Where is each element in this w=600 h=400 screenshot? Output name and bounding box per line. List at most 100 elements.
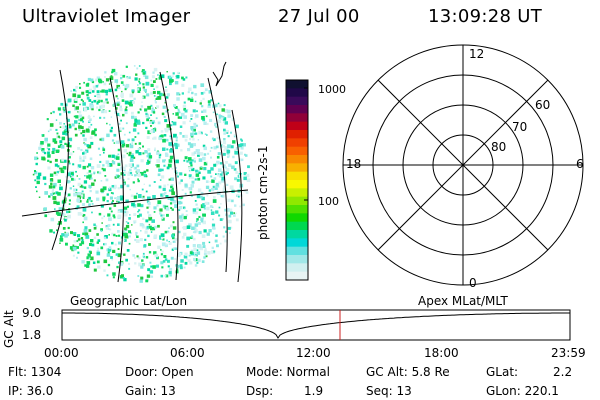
- emission-pixel: [115, 235, 118, 237]
- emission-pixel: [146, 274, 151, 278]
- emission-pixel: [187, 91, 190, 94]
- header-time: 13:09:28 UT: [428, 6, 543, 27]
- emission-pixel: [133, 220, 137, 223]
- emission-pixel: [124, 213, 128, 217]
- emission-pixel: [220, 179, 225, 183]
- emission-pixel: [176, 92, 180, 96]
- emission-pixel: [152, 265, 156, 269]
- emission-pixel: [125, 83, 130, 88]
- emission-pixel: [120, 77, 123, 80]
- emission-pixel: [68, 137, 73, 142]
- geographic-grid-line: [51, 69, 69, 251]
- emission-pixel: [164, 258, 168, 261]
- emission-pixel: [82, 134, 85, 137]
- emission-pixel: [121, 274, 124, 278]
- emission-pixel: [125, 224, 130, 229]
- emission-pixel: [134, 116, 137, 119]
- emission-pixel: [193, 125, 197, 129]
- emission-pixel: [50, 112, 52, 115]
- emission-pixel: [117, 163, 121, 166]
- emission-pixel: [201, 105, 204, 108]
- emission-pixel: [56, 229, 58, 232]
- emission-pixel: [68, 123, 71, 126]
- emission-pixel: [124, 234, 129, 239]
- emission-pixel: [54, 140, 58, 144]
- emission-pixel: [128, 230, 131, 234]
- emission-pixel: [142, 86, 145, 89]
- emission-pixel: [151, 75, 155, 79]
- timeline-ytick-9: 9.0: [22, 306, 42, 320]
- emission-pixel: [194, 116, 197, 119]
- emission-pixel: [234, 149, 237, 152]
- emission-pixel: [77, 234, 81, 238]
- emission-pixel: [99, 154, 102, 156]
- emission-pixel: [50, 217, 55, 222]
- emission-pixel: [217, 119, 222, 123]
- emission-pixel: [185, 210, 188, 212]
- emission-pixel: [243, 189, 247, 193]
- emission-pixel: [51, 151, 55, 154]
- emission-pixel: [65, 132, 69, 136]
- emission-pixel: [115, 107, 118, 110]
- emission-pixel: [192, 143, 196, 147]
- emission-pixel: [53, 182, 57, 187]
- emission-pixel: [113, 104, 115, 106]
- emission-pixel: [170, 197, 174, 201]
- emission-pixel: [198, 158, 203, 162]
- emission-pixel: [214, 239, 218, 243]
- emission-pixel: [213, 163, 217, 167]
- emission-pixel: [202, 203, 206, 207]
- emission-pixel: [139, 108, 142, 111]
- emission-pixel: [217, 174, 219, 177]
- emission-pixel: [119, 160, 123, 164]
- emission-pixel: [143, 170, 147, 174]
- emission-pixel: [85, 149, 89, 153]
- emission-pixel: [202, 213, 206, 217]
- emission-pixel: [167, 163, 172, 168]
- emission-pixel: [197, 139, 200, 141]
- emission-pixel: [238, 146, 240, 149]
- emission-pixel: [223, 185, 226, 188]
- emission-pixel: [114, 155, 116, 158]
- emission-pixel: [168, 75, 172, 78]
- emission-pixel: [133, 65, 136, 67]
- emission-pixel: [146, 225, 150, 229]
- emission-pixel: [222, 187, 227, 192]
- colorbar-swatch: [286, 146, 308, 156]
- emission-pixel: [111, 185, 115, 188]
- emission-pixel: [79, 118, 83, 122]
- colorbar-swatch: [286, 221, 308, 231]
- emission-pixel: [80, 126, 84, 129]
- emission-pixel: [118, 127, 122, 131]
- emission-pixel: [231, 199, 234, 202]
- emission-pixel: [172, 226, 177, 230]
- info-door: Door: Open: [125, 365, 194, 379]
- emission-pixel: [136, 172, 138, 175]
- emission-pixel: [75, 115, 79, 119]
- colorbar-swatch: [286, 205, 308, 214]
- emission-pixel: [117, 187, 120, 190]
- emission-pixel: [56, 135, 60, 139]
- emission-pixel: [165, 96, 169, 99]
- emission-pixel: [194, 200, 197, 202]
- emission-pixel: [152, 91, 156, 94]
- emission-pixel: [58, 207, 63, 211]
- emission-pixel: [90, 123, 93, 126]
- emission-pixel: [90, 200, 93, 203]
- emission-pixel: [185, 258, 188, 261]
- emission-pixel: [80, 132, 83, 135]
- emission-pixel: [202, 220, 206, 225]
- emission-pixel: [99, 160, 102, 163]
- emission-pixel: [169, 202, 173, 205]
- emission-pixel: [171, 208, 174, 211]
- emission-pixel: [217, 152, 221, 156]
- emission-pixel: [209, 118, 213, 122]
- emission-pixel: [103, 269, 106, 272]
- emission-pixel: [226, 171, 229, 174]
- emission-pixel: [164, 128, 169, 133]
- emission-pixel: [199, 102, 202, 105]
- emission-pixel: [165, 153, 169, 157]
- emission-pixel: [72, 244, 75, 247]
- emission-pixel: [119, 105, 122, 108]
- emission-pixel: [227, 155, 230, 159]
